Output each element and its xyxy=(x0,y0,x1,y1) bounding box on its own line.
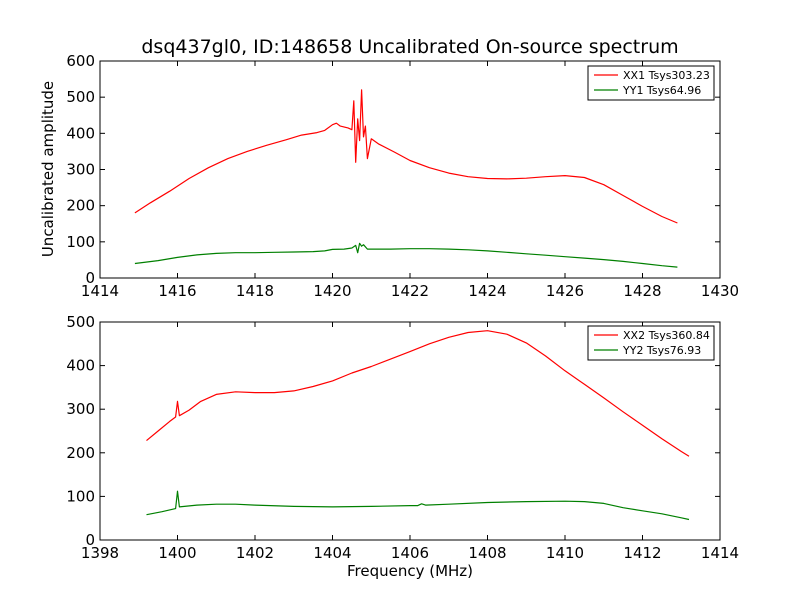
x-tick-label: 1412 xyxy=(623,544,661,562)
series-line-1-2 xyxy=(134,242,678,268)
x-tick-label: 1398 xyxy=(81,544,119,562)
legend-entry: YY2 Tsys76.93 xyxy=(622,344,701,357)
y-tick-label: 100 xyxy=(66,233,95,251)
x-tick-label: 1416 xyxy=(158,282,196,300)
y-axis-label: Uncalibrated amplitude xyxy=(39,81,57,257)
series-line-1-1 xyxy=(134,89,678,224)
x-tick-label: 1410 xyxy=(546,544,584,562)
x-tick-label: 1414 xyxy=(81,282,119,300)
y-tick-label: 0 xyxy=(85,531,95,549)
legend-entry: XX1 Tsys303.23 xyxy=(623,69,710,82)
legend-box xyxy=(587,325,715,361)
y-tick-label: 400 xyxy=(66,124,95,142)
x-tick-label: 1422 xyxy=(391,282,429,300)
y-tick-label: 100 xyxy=(66,487,95,505)
x-tick-label: 1408 xyxy=(468,544,506,562)
y-tick-label: 500 xyxy=(66,88,95,106)
x-tick-label: 1406 xyxy=(391,544,429,562)
legend-entry: XX2 Tsys360.84 xyxy=(623,329,710,342)
x-tick-label: 1404 xyxy=(313,544,351,562)
y-tick-label: 0 xyxy=(85,269,95,287)
x-tick-label: 1402 xyxy=(236,544,274,562)
x-tick-label: 1400 xyxy=(158,544,196,562)
y-tick-label: 300 xyxy=(66,400,95,418)
bottom-spectrum-panel: 1398 1400 1402 1404 1406 1408 1410 1412 1414 0 100… xyxy=(66,313,739,562)
x-axis-label: Frequency (MHz) xyxy=(347,562,473,580)
x-tick-label: 1418 xyxy=(236,282,274,300)
x-tick-label: 1414 xyxy=(701,544,739,562)
x-tick-label: 1420 xyxy=(313,282,351,300)
x-tick-label: 1430 xyxy=(701,282,739,300)
y-tick-label: 200 xyxy=(66,197,95,215)
x-tick-label: 1428 xyxy=(623,282,661,300)
figure-title: dsq437gl0, ID:148658 Uncalibrated On-sou… xyxy=(141,36,678,58)
y-tick-label: 400 xyxy=(66,357,95,375)
series-line-2-1 xyxy=(146,330,690,457)
x-tick-label: 1426 xyxy=(546,282,584,300)
series-line-2-2 xyxy=(146,490,690,521)
y-tick-label: 600 xyxy=(66,52,95,70)
x-tick-label: 1424 xyxy=(468,282,506,300)
top-spectrum-panel: 1414 1416 1418 1420 1422 1424 1426 1428 1430 0 100… xyxy=(66,52,739,300)
legend-entry: YY1 Tsys64.96 xyxy=(622,84,701,97)
y-tick-label: 200 xyxy=(66,444,95,462)
legend-box xyxy=(587,65,715,101)
y-tick-label: 500 xyxy=(66,313,95,331)
y-tick-label: 300 xyxy=(66,161,95,179)
